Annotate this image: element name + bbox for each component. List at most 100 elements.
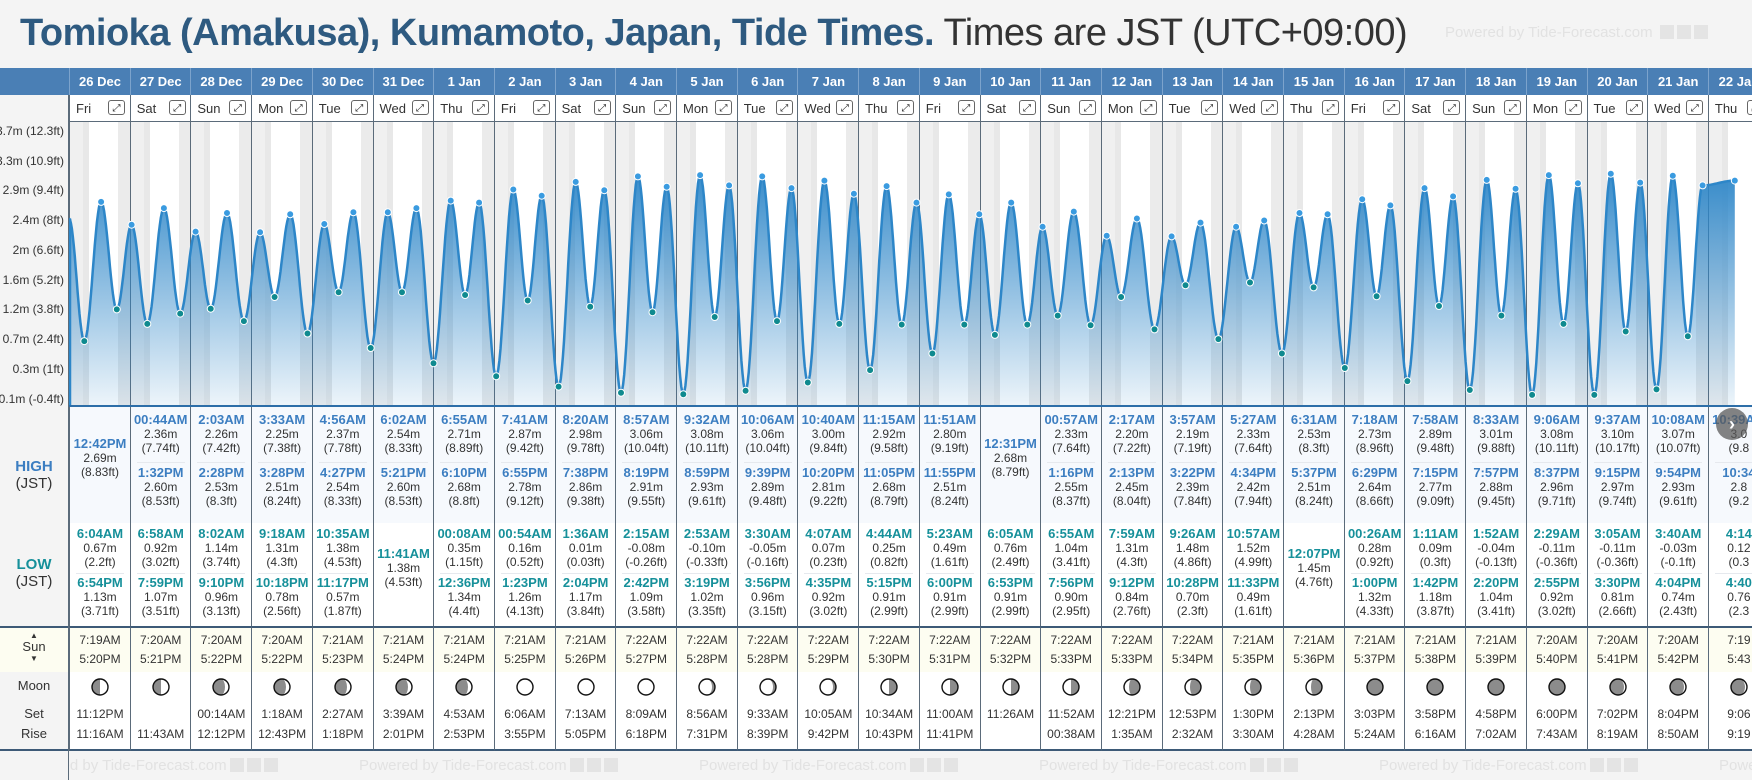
- next-days-button[interactable]: ›: [1716, 408, 1748, 440]
- low-tide-point[interactable]: [523, 296, 532, 305]
- expand-day-icon[interactable]: ⤢: [1746, 100, 1752, 115]
- low-tide-point[interactable]: [461, 291, 470, 299]
- low-tide-point[interactable]: [1652, 385, 1661, 394]
- high-tide-point[interactable]: [191, 227, 200, 236]
- low-tide-point[interactable]: [1497, 311, 1506, 320]
- high-tide-point[interactable]: [912, 198, 921, 207]
- expand-day-icon[interactable]: ⤢: [715, 100, 732, 115]
- low-tide-point[interactable]: [80, 337, 89, 346]
- high-tide-point[interactable]: [1038, 222, 1047, 231]
- high-tide-point[interactable]: [349, 208, 358, 217]
- low-tide-point[interactable]: [928, 349, 937, 358]
- expand-day-icon[interactable]: ⤢: [1018, 100, 1036, 115]
- low-tide-point[interactable]: [835, 319, 844, 328]
- high-tide-point[interactable]: [1420, 184, 1429, 193]
- expand-day-icon[interactable]: ⤢: [897, 100, 915, 115]
- high-tide-point[interactable]: [412, 204, 421, 213]
- high-tide-point[interactable]: [223, 209, 231, 217]
- low-tide-point[interactable]: [366, 344, 375, 352]
- high-tide-point[interactable]: [1069, 207, 1078, 216]
- high-tide-point[interactable]: [1636, 178, 1645, 187]
- high-tide-point[interactable]: [1544, 171, 1553, 180]
- expand-day-icon[interactable]: ⤢: [1504, 100, 1522, 115]
- expand-day-icon[interactable]: ⤢: [1686, 100, 1704, 115]
- expand-day-icon[interactable]: ⤢: [775, 100, 793, 115]
- high-tide-point[interactable]: [944, 190, 953, 199]
- expand-day-icon[interactable]: ⤢: [654, 100, 672, 115]
- high-tide-point[interactable]: [633, 172, 642, 181]
- high-tide-point[interactable]: [127, 220, 136, 229]
- high-tide-point[interactable]: [696, 171, 705, 180]
- expand-day-icon[interactable]: ⤢: [1079, 100, 1097, 115]
- low-tide-point[interactable]: [429, 359, 438, 368]
- high-tide-point[interactable]: [1606, 169, 1615, 178]
- expand-day-icon[interactable]: ⤢: [411, 100, 429, 115]
- low-tide-point[interactable]: [990, 330, 999, 339]
- low-tide-point[interactable]: [1559, 319, 1568, 328]
- low-tide-point[interactable]: [143, 319, 152, 328]
- high-tide-point[interactable]: [1449, 192, 1458, 201]
- high-tide-point[interactable]: [882, 182, 891, 191]
- high-tide-point[interactable]: [1698, 181, 1707, 190]
- low-tide-point[interactable]: [334, 288, 343, 297]
- expand-day-icon[interactable]: ⤢: [957, 100, 975, 115]
- low-tide-point[interactable]: [803, 378, 812, 387]
- low-tide-point[interactable]: [1403, 377, 1412, 386]
- low-tide-point[interactable]: [1214, 335, 1223, 344]
- high-tide-point[interactable]: [1196, 218, 1205, 227]
- expand-day-icon[interactable]: ⤢: [593, 100, 611, 115]
- high-tide-point[interactable]: [509, 185, 518, 194]
- low-tide-point[interactable]: [741, 386, 750, 395]
- low-tide-point[interactable]: [586, 302, 595, 311]
- high-tide-point[interactable]: [725, 181, 734, 190]
- low-tide-point[interactable]: [866, 366, 875, 375]
- expand-day-icon[interactable]: ⤢: [1200, 100, 1218, 115]
- high-tide-point[interactable]: [662, 182, 671, 191]
- low-tide-point[interactable]: [206, 304, 215, 313]
- high-tide-point[interactable]: [1260, 216, 1269, 225]
- low-tide-point[interactable]: [176, 309, 185, 318]
- high-tide-point[interactable]: [256, 228, 265, 237]
- expand-day-icon[interactable]: ⤢: [1625, 100, 1643, 115]
- low-tide-point[interactable]: [303, 329, 312, 338]
- low-tide-point[interactable]: [1309, 283, 1318, 292]
- high-tide-point[interactable]: [1295, 209, 1304, 217]
- low-tide-point[interactable]: [1683, 332, 1692, 341]
- expand-day-icon[interactable]: ⤢: [1382, 100, 1400, 115]
- low-tide-point[interactable]: [1621, 327, 1630, 336]
- low-tide-point[interactable]: [897, 320, 906, 329]
- high-tide-point[interactable]: [1511, 184, 1520, 193]
- expand-day-icon[interactable]: ⤢: [1322, 100, 1339, 115]
- low-tide-point[interactable]: [1117, 293, 1126, 301]
- high-tide-point[interactable]: [787, 184, 796, 193]
- high-tide-point[interactable]: [1232, 222, 1241, 231]
- expand-day-icon[interactable]: ⤢: [108, 100, 125, 115]
- low-tide-point[interactable]: [1590, 390, 1599, 399]
- high-tide-point[interactable]: [1358, 195, 1367, 204]
- low-tide-point[interactable]: [1435, 302, 1443, 310]
- expand-day-icon[interactable]: ⤢: [168, 100, 186, 115]
- expand-day-icon[interactable]: ⤢: [290, 100, 308, 115]
- expand-day-icon[interactable]: ⤢: [1564, 100, 1582, 115]
- high-tide-point[interactable]: [383, 208, 392, 217]
- high-tide-point[interactable]: [1102, 231, 1111, 240]
- high-tide-point[interactable]: [1167, 232, 1176, 241]
- high-tide-point[interactable]: [758, 172, 767, 181]
- low-tide-point[interactable]: [492, 372, 501, 381]
- low-tide-point[interactable]: [270, 293, 279, 301]
- high-tide-point[interactable]: [1132, 214, 1141, 223]
- high-tide-point[interactable]: [446, 196, 455, 205]
- low-tide-point[interactable]: [1277, 349, 1286, 358]
- low-tide-point[interactable]: [773, 317, 781, 326]
- high-tide-point[interactable]: [286, 210, 295, 219]
- low-tide-point[interactable]: [1340, 364, 1349, 372]
- expand-day-icon[interactable]: ⤢: [229, 100, 247, 115]
- high-tide-point[interactable]: [320, 220, 329, 228]
- low-tide-point[interactable]: [1150, 325, 1159, 334]
- high-tide-point[interactable]: [975, 210, 984, 219]
- high-tide-point[interactable]: [820, 176, 829, 185]
- low-tide-point[interactable]: [1465, 386, 1474, 394]
- expand-day-icon[interactable]: ⤢: [1443, 100, 1461, 115]
- low-tide-point[interactable]: [679, 390, 688, 399]
- low-tide-point[interactable]: [1372, 292, 1381, 301]
